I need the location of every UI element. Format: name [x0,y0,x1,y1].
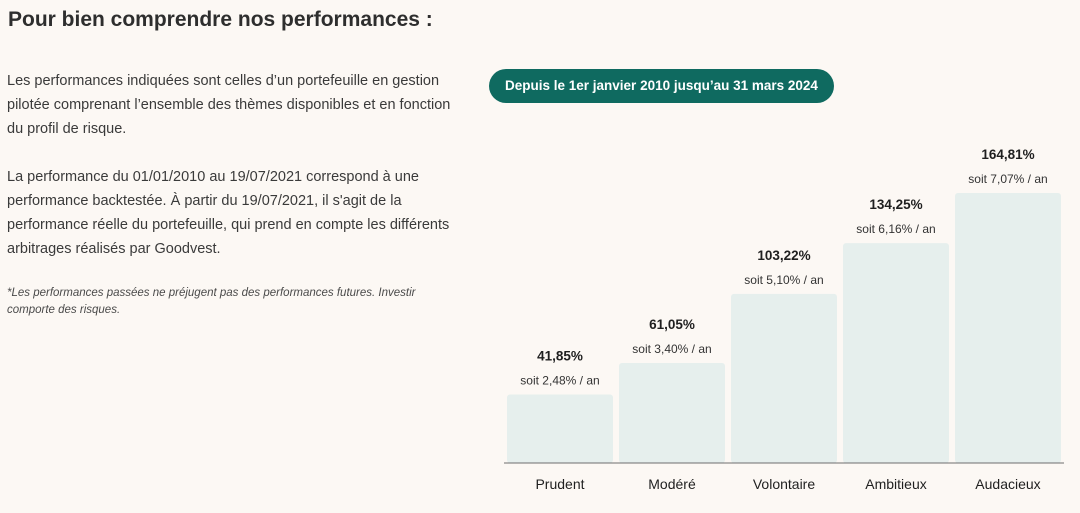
value-label: 41,85% [537,348,583,363]
value-label: 164,81% [981,147,1034,162]
annual-rate-label: soit 7,07% / an [968,172,1047,186]
annual-rate-label: soit 5,10% / an [744,273,823,287]
bar-ambitieux [843,243,949,463]
value-label: 103,22% [757,248,810,263]
explanation-text: Les performances indiquées sont celles d… [7,69,457,285]
paragraph-backtest: La performance du 01/01/2010 au 19/07/20… [7,169,450,257]
category-label: Modéré [648,476,696,492]
annual-rate-label: soit 3,40% / an [632,342,711,356]
category-label: Volontaire [753,476,815,492]
bar-volontaire [731,293,837,463]
category-label: Audacieux [975,476,1040,492]
bar-audacieux [955,193,1061,463]
bar-prudent [507,394,613,463]
paragraph-portfolio: Les performances indiquées sont celles d… [7,73,451,137]
disclaimer-note: *Les performances passées ne préjugent p… [7,287,416,316]
value-label: 134,25% [869,197,922,212]
category-label: Ambitieux [865,476,926,492]
annual-rate-label: soit 6,16% / an [856,222,935,236]
category-label: Prudent [535,476,584,492]
bars-layer: 41,85% soit 2,48% / an Prudent 61,05% soit 3… [507,147,1061,492]
value-label: 61,05% [649,317,695,332]
bar-modéré [619,362,725,463]
annual-rate-label: soit 2,48% / an [520,373,599,387]
page-title: Pour bien comprendre nos performances : [8,8,433,31]
period-badge: Depuis le 1er janvier 2010 jusqu’au 31 m… [489,69,834,103]
